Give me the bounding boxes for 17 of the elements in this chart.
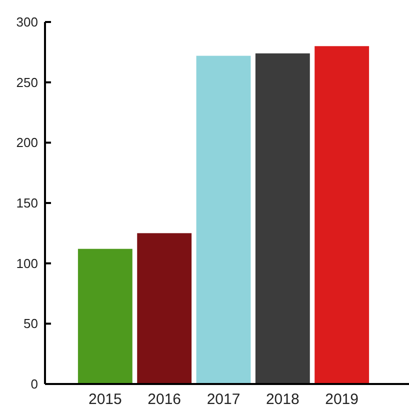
x-tick-label: 2015 (88, 391, 122, 408)
x-tick-label: 2019 (325, 391, 359, 408)
y-tick-label: 50 (24, 316, 38, 332)
x-tick-label: 2016 (148, 391, 182, 408)
x-tick-label: 2018 (266, 391, 300, 408)
bar (255, 53, 310, 384)
y-tick-label: 250 (16, 74, 38, 90)
x-tick-label: 2017 (206, 391, 240, 408)
bar (196, 56, 251, 384)
y-tick-label: 300 (16, 14, 38, 30)
y-tick-label: 0 (30, 376, 38, 392)
bar (137, 233, 192, 384)
bar (78, 248, 132, 384)
bar (314, 46, 370, 384)
y-tick-label: 200 (16, 135, 38, 150)
y-tick-label: 100 (16, 256, 38, 271)
y-tick-label: 150 (16, 196, 38, 211)
